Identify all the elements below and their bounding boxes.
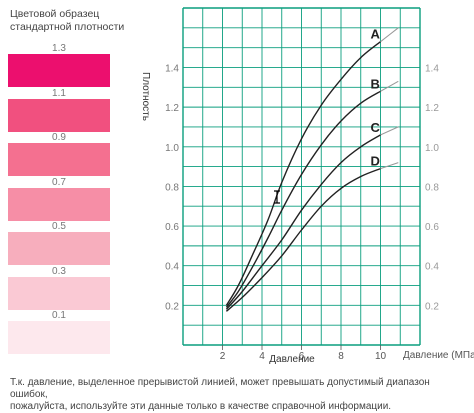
x-tick-label: 2 [220,351,226,362]
legend-title-line1: Цветовой образец [10,8,100,20]
y-tick-label-right: 0.6 [425,222,439,233]
color-swatch [8,187,110,221]
series-line-a [225,41,381,306]
footnote-line1: Т.к. давление, выделенное прерывистой ли… [10,377,430,400]
x-tick-label: 6 [299,351,305,362]
series-extension-c [380,126,399,136]
series-extension-b [380,80,399,92]
y-tick-label-right: 1.0 [425,143,439,154]
legend-title: Цветовой образец стандартной плотности [10,8,130,34]
x-axis-unit-label: Давление (МПа) [403,350,474,361]
series-extension-a [380,27,399,43]
color-swatch [8,232,110,265]
series-label-d: D [371,154,380,169]
color-swatch [8,54,110,87]
color-swatch [8,276,110,310]
legend-title-line2: стандартной плотности [10,21,125,33]
swatch-label: 1.1 [52,87,66,99]
density-pressure-chart: 2 4 6 8 10 0.2 0.2 0.4 0.4 0.6 0.6 0.8 0.8 1.0 1.0 1.2 1… [140,7,474,365]
text-cursor-icon [274,190,280,204]
swatch-label: 0.9 [52,132,66,143]
color-swatch [8,143,110,176]
color-swatch [8,321,110,354]
series-line-b [225,90,381,308]
y-tick-label-right: 0.4 [425,262,439,273]
x-tick-label: 10 [375,351,387,362]
y-tick-label-left: 1.2 [165,103,179,114]
y-tick-label-right: 0.8 [425,182,439,193]
swatch-label: 1.3 [52,43,66,54]
series-line-d [225,167,381,312]
swatch-label: 0.7 [52,176,66,188]
y-tick-label-left: 0.6 [165,222,179,233]
swatch-label: 0.1 [52,310,66,321]
swatch-label: 0.3 [52,265,66,277]
y-tick-label-right: 1.4 [425,63,439,74]
y-tick-label-right: 0.2 [425,301,439,312]
x-tick-label: 8 [338,351,344,362]
series-label-c: C [371,120,381,135]
series-label-a: A [371,27,381,42]
series-label-b: B [371,76,380,91]
y-tick-label-left: 0.4 [165,262,179,273]
y-axis-label: Плотность [140,72,151,121]
series-line-c [225,134,381,310]
y-tick-label-left: 1.4 [165,63,179,74]
color-swatch [8,98,110,132]
y-tick-label-left: 1.0 [165,143,179,154]
x-axis-label: Давление [269,354,315,365]
series-extension-d [380,162,399,170]
y-tick-label-right: 1.2 [425,103,439,114]
y-tick-label-left: 0.8 [165,182,179,193]
footnote: Т.к. давление, выделенное прерывистой ли… [10,377,470,413]
y-tick-label-left: 0.2 [165,301,179,312]
x-tick-label: 4 [259,351,265,362]
swatch-label: 0.5 [52,221,66,232]
